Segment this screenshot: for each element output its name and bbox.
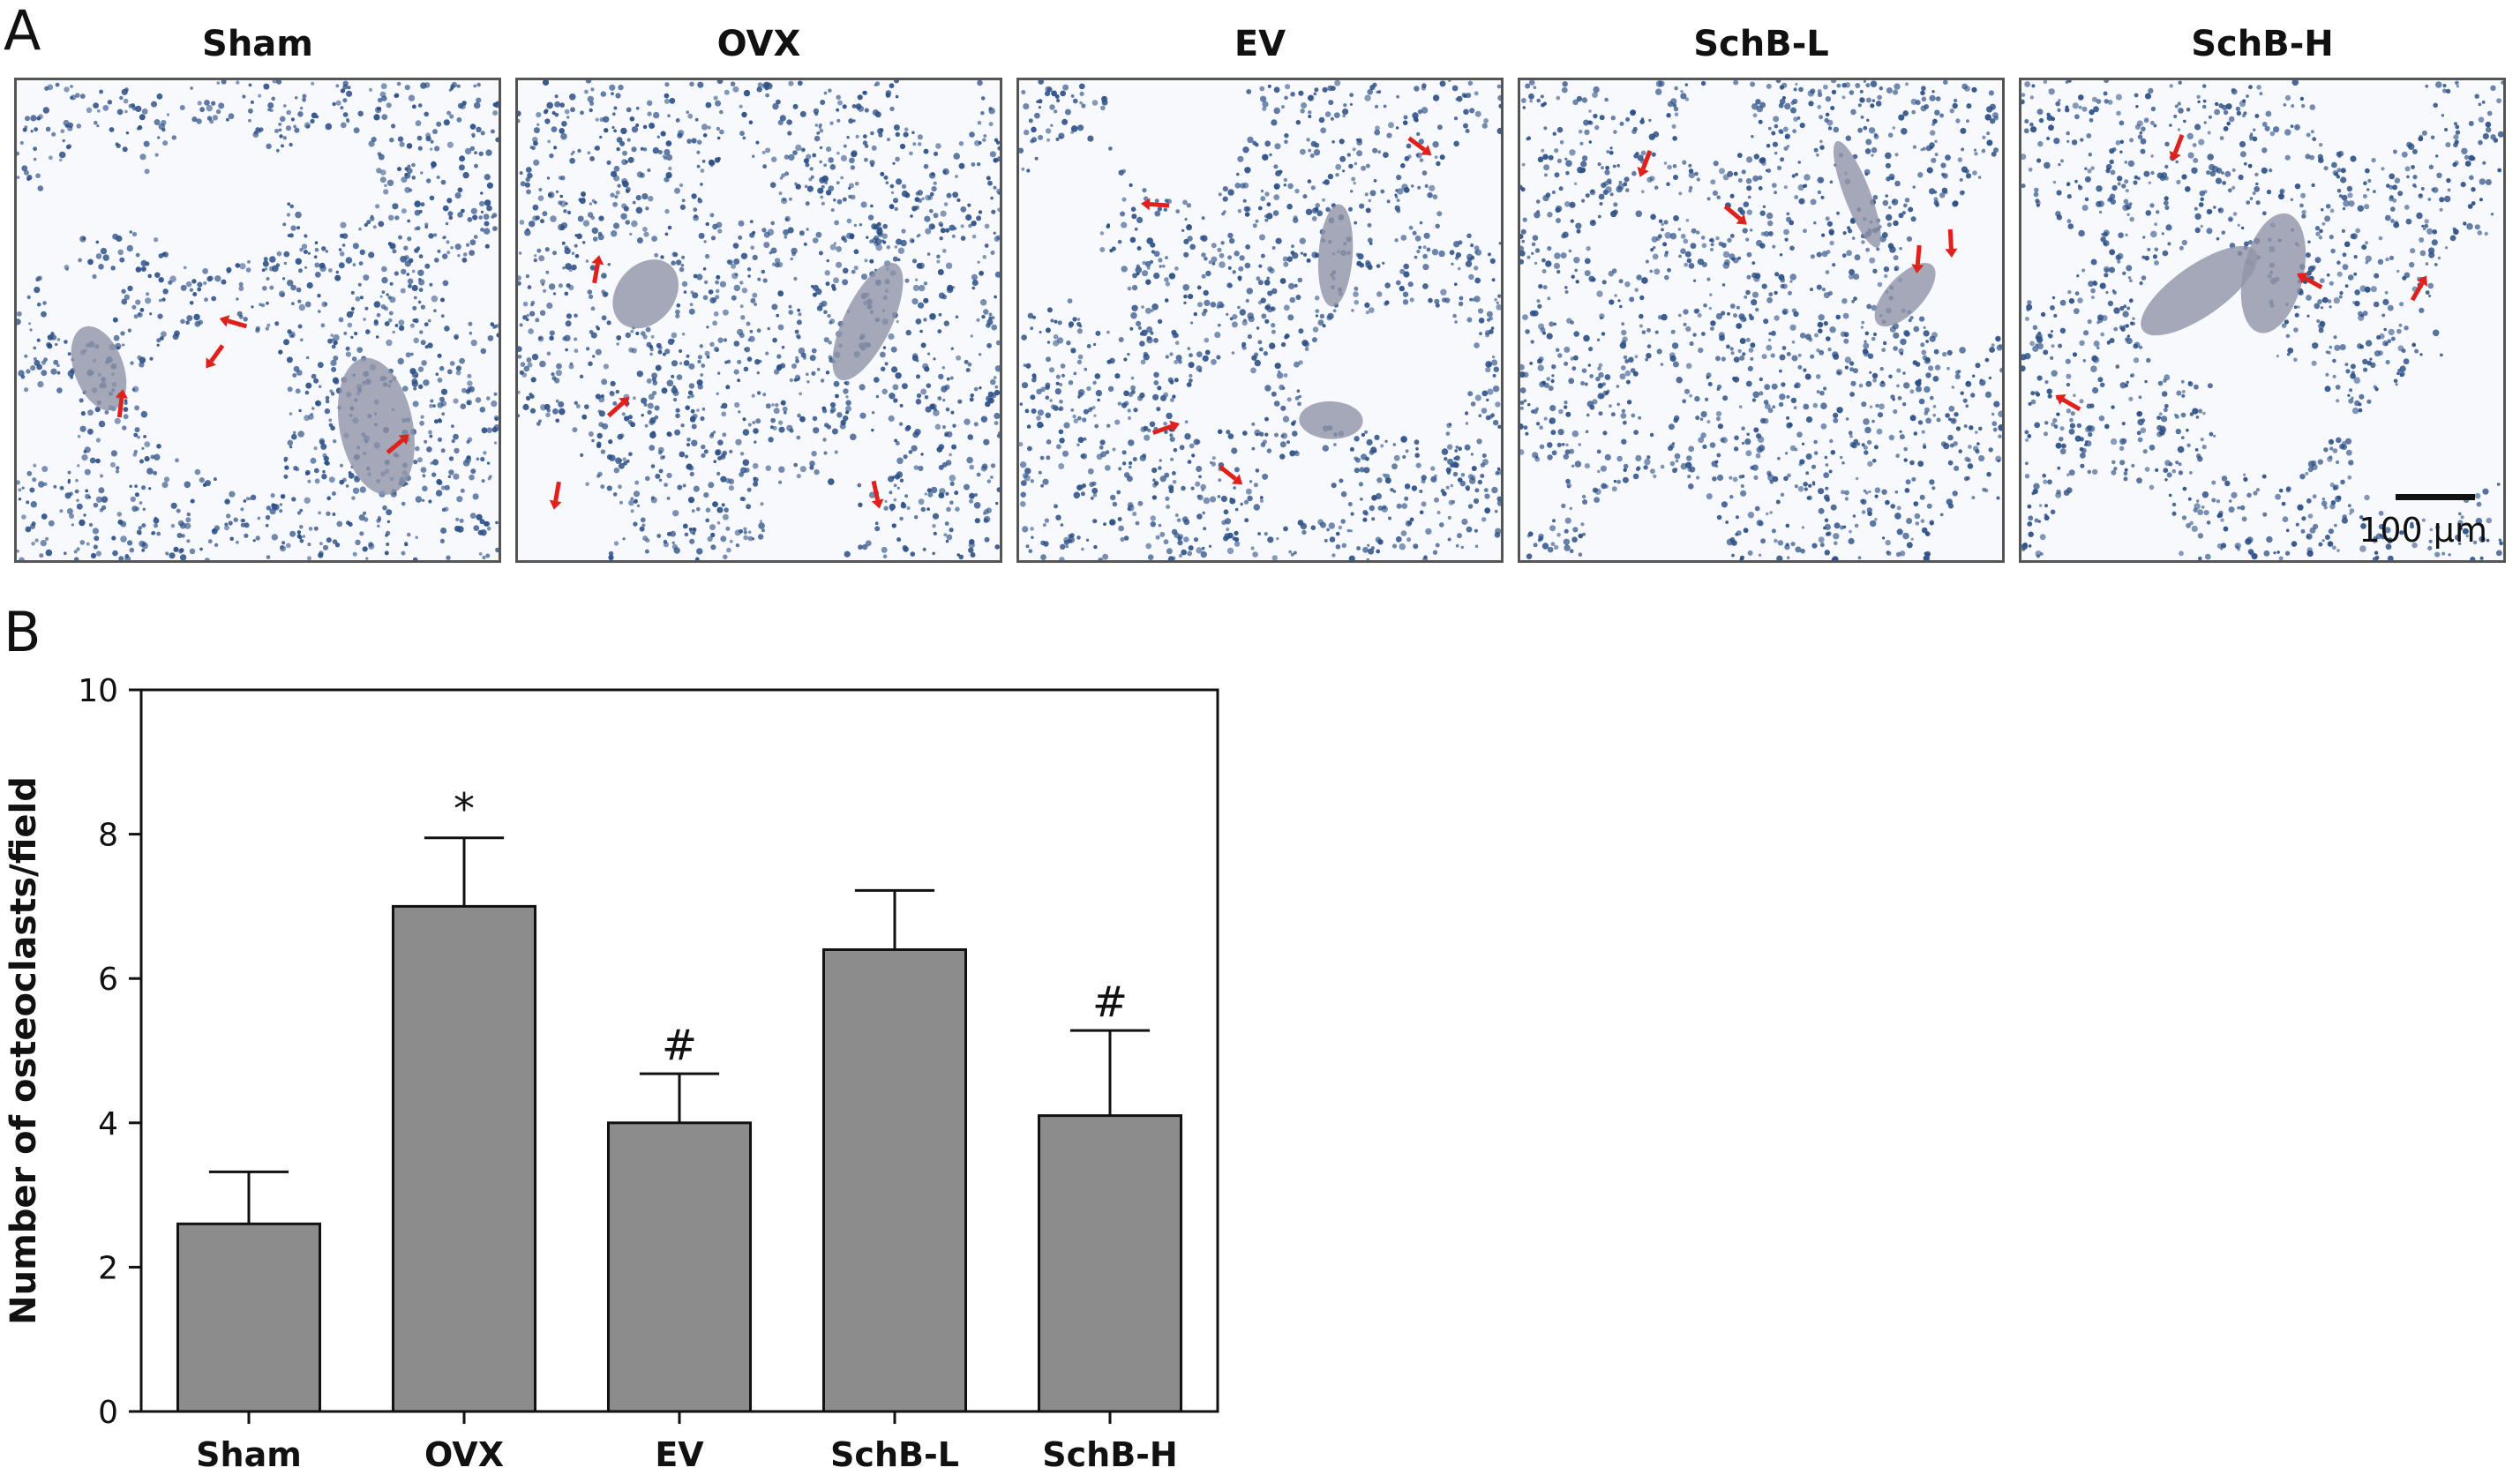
y-tick-label: 10 [78,673,118,709]
y-tick-label: 6 [98,962,118,998]
x-tick-label: SchB-H [1042,1435,1177,1474]
panel-label-a: A [4,0,41,63]
arrow-icon [2297,272,2323,289]
micrograph-image: 100 μm [2019,78,2506,563]
arrow-icon [2169,134,2185,161]
micrograph-panel: Sham [14,18,501,563]
bar [821,947,968,1413]
bar-chart-svg: 0 2 4 6 8 10 Sham OVX * EV # SchB-L SchB-H # Number of… [4,673,1219,1474]
scale-bar [2396,494,2475,500]
bar [391,904,537,1413]
micrograph-title: OVX [716,24,801,64]
x-tick-label: EV [655,1435,704,1474]
arrow-icon [219,315,248,329]
arrow-icon [386,434,409,454]
micrograph-image [14,78,501,563]
arrow-icon [2055,393,2081,412]
arrow-icon [1911,244,1924,273]
significance-mark: * [454,785,475,835]
arrow-icon [2410,275,2428,302]
y-tick-label: 0 [98,1395,118,1431]
bone-trabecula [1833,140,1881,248]
bar [606,1121,753,1413]
bone-trabecula [2240,213,2306,333]
bone-trabecula [337,357,415,495]
arrow-icon [206,344,225,369]
arrow-icon [606,396,630,418]
arrow-icon [1407,136,1432,155]
bar-chart: 0 2 4 6 8 10 Sham OVX * EV # SchB-L SchB-H # Number of… [0,653,1271,1475]
y-tick-label: 4 [98,1106,118,1142]
x-tick-label: Sham [196,1435,302,1474]
y-tick-label: 2 [98,1250,118,1286]
micrograph-panel: EV [1016,18,1504,563]
arrow-icon [591,255,604,284]
arrow-icon [1141,198,1170,211]
arrow-icon [1723,205,1747,225]
micrograph-title: SchB-L [1693,24,1829,64]
y-tick-label: 8 [98,818,118,854]
x-tick-label: OVX [424,1435,504,1474]
bone-trabecula [1317,204,1354,307]
micrograph-title: Sham [202,24,313,64]
micrograph-title: EV [1234,24,1286,64]
micrograph-panel: OVX [515,18,1002,563]
arrow-icon [1637,150,1653,177]
bone-trabecula [1299,401,1363,439]
tissue-texture [2021,80,2503,560]
panel-label-b: B [4,600,41,664]
bone-trabecula [1874,262,1936,327]
x-tick-label: SchB-L [830,1435,959,1474]
tissue-texture [1019,80,1501,560]
bone-trabecula [612,259,679,329]
arrow-icon [1219,465,1243,485]
micrograph-panel: SchB-H 100 μm [2019,18,2506,563]
micrograph-panel: SchB-L [1518,18,2005,563]
arrow-icon [116,389,128,418]
bone-trabecula [832,262,904,381]
bone-trabecula [71,326,127,411]
arrow-icon [549,481,562,510]
bar [1037,1114,1183,1413]
y-axis-label: Number of osteoclasts/field [4,776,44,1325]
significance-mark: # [1092,977,1128,1027]
tissue-texture [17,80,499,560]
significance-mark: # [662,1021,697,1070]
micrograph-image [1518,78,2005,563]
micrograph-title: SchB-H [2191,24,2334,64]
bar [176,1222,322,1413]
arrow-icon [871,480,884,509]
arrow-icon [1151,420,1181,435]
micrograph-image [515,78,1002,563]
micrograph-image [1016,78,1504,563]
bone-trabecula [2141,245,2258,336]
tissue-texture [1520,80,2002,560]
tissue-texture [518,80,1000,560]
scale-bar-label: 100 μm [2359,511,2487,550]
arrow-icon [1945,228,1958,258]
